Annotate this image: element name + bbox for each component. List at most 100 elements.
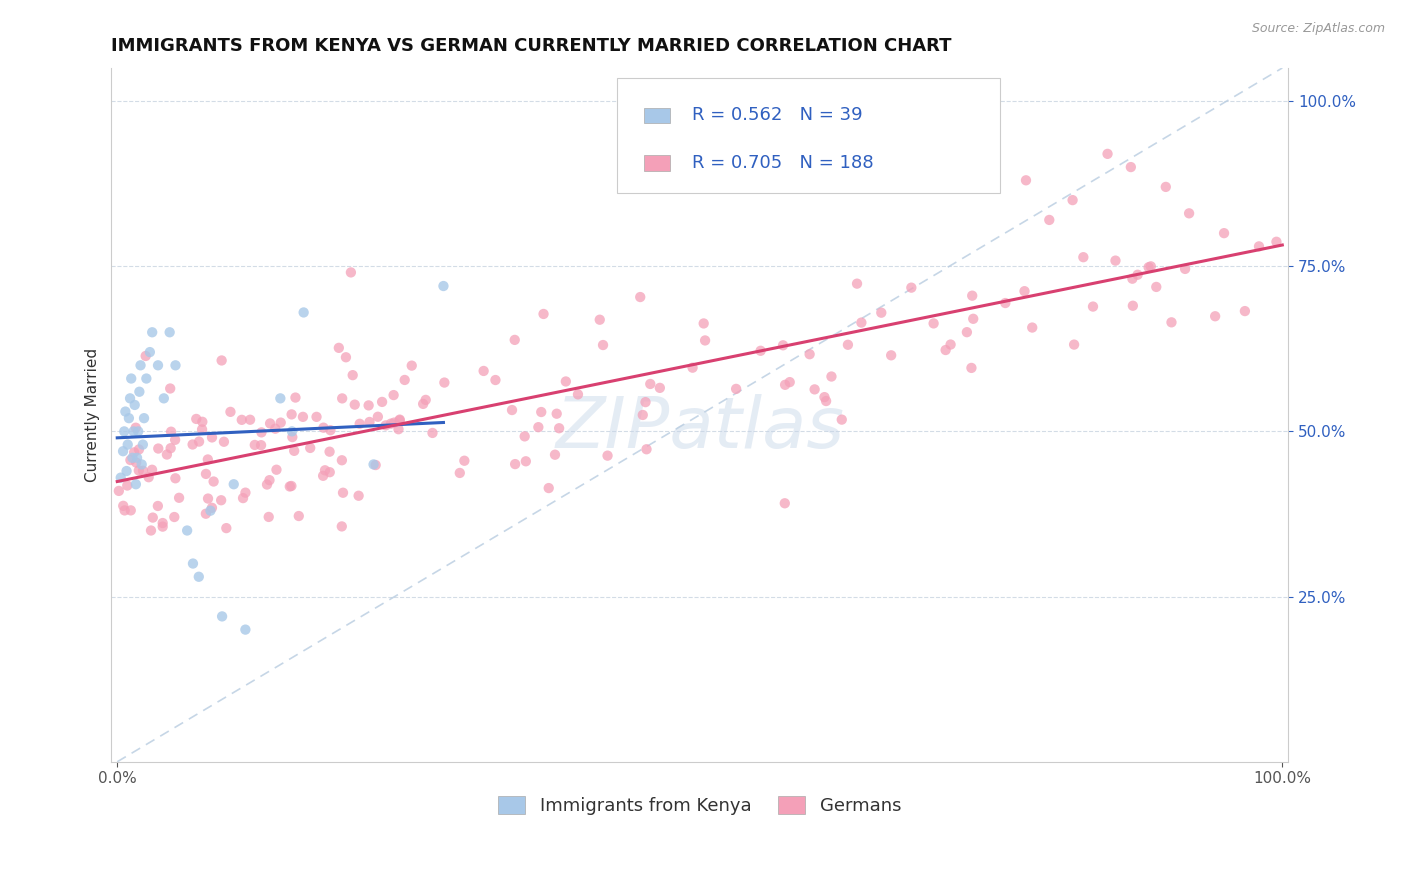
Point	[433, 376, 456, 390]
Point	[181, 437, 204, 451]
Point	[160, 425, 183, 439]
Point	[515, 454, 537, 468]
Point	[1178, 206, 1201, 220]
Point	[340, 265, 363, 279]
Point	[692, 317, 714, 331]
Point	[484, 373, 506, 387]
Point	[501, 403, 523, 417]
Point	[132, 437, 155, 451]
Point	[122, 445, 145, 459]
Point	[259, 473, 281, 487]
Point	[636, 442, 658, 457]
Point	[159, 382, 181, 396]
Point	[141, 326, 163, 340]
Point	[165, 359, 187, 373]
Point	[1062, 193, 1084, 207]
Point	[371, 395, 394, 409]
Point	[125, 477, 148, 491]
Point	[264, 422, 287, 436]
Point	[1073, 250, 1095, 264]
Point	[1213, 226, 1236, 240]
Point	[159, 441, 181, 455]
Point	[388, 412, 411, 426]
Point	[513, 429, 536, 443]
Legend: Immigrants from Kenya, Germans: Immigrants from Kenya, Germans	[498, 796, 901, 815]
Text: R = 0.705   N = 188: R = 0.705 N = 188	[692, 154, 873, 172]
Point	[956, 325, 979, 339]
Point	[118, 411, 141, 425]
Point	[799, 347, 821, 361]
Point	[1063, 337, 1085, 351]
Point	[1122, 299, 1144, 313]
Point	[202, 475, 225, 489]
Point	[1014, 284, 1036, 298]
Point	[312, 420, 335, 434]
Point	[851, 316, 873, 330]
Point	[312, 468, 335, 483]
Point	[283, 443, 305, 458]
Point	[256, 477, 278, 491]
Point	[231, 413, 253, 427]
Point	[152, 516, 174, 530]
Point	[772, 338, 794, 352]
Point	[693, 334, 716, 348]
Point	[1119, 160, 1142, 174]
Point	[319, 465, 342, 479]
Point	[165, 433, 187, 447]
Point	[803, 383, 825, 397]
Point	[125, 456, 148, 470]
Point	[314, 463, 336, 477]
Point	[387, 422, 409, 436]
Point	[197, 452, 219, 467]
Point	[235, 623, 257, 637]
Point	[1247, 239, 1270, 253]
Point	[548, 421, 571, 435]
Point	[567, 387, 589, 401]
Point	[935, 343, 957, 357]
Point	[374, 418, 396, 433]
Point	[537, 481, 560, 495]
Point	[1144, 280, 1167, 294]
Text: Source: ZipAtlas.com: Source: ZipAtlas.com	[1251, 22, 1385, 36]
Point	[432, 279, 454, 293]
Point	[596, 449, 619, 463]
Point	[380, 417, 402, 431]
Point	[530, 405, 553, 419]
Point	[634, 395, 657, 409]
Point	[1233, 304, 1256, 318]
Point	[124, 398, 146, 412]
Point	[342, 368, 364, 383]
Point	[773, 377, 796, 392]
Point	[191, 422, 214, 436]
Point	[156, 448, 179, 462]
Point	[330, 392, 353, 406]
Point	[281, 430, 304, 444]
Point	[1121, 271, 1143, 285]
Point	[141, 463, 163, 477]
Point	[880, 348, 903, 362]
Point	[127, 425, 149, 439]
Point	[592, 338, 614, 352]
Point	[589, 312, 612, 326]
Point	[135, 349, 157, 363]
Point	[117, 478, 139, 492]
Point	[318, 444, 340, 458]
Point	[167, 491, 190, 505]
FancyBboxPatch shape	[644, 108, 671, 123]
Point	[1021, 320, 1043, 334]
Point	[128, 384, 150, 399]
Point	[1154, 180, 1177, 194]
Point	[1015, 173, 1038, 187]
Point	[250, 425, 273, 440]
Point	[1104, 253, 1126, 268]
Point	[1097, 146, 1119, 161]
Point	[118, 392, 141, 406]
Point	[239, 413, 262, 427]
Point	[128, 442, 150, 457]
Point	[132, 411, 155, 425]
Point	[1204, 310, 1226, 324]
Point	[280, 479, 302, 493]
Point	[139, 524, 162, 538]
Point	[284, 391, 307, 405]
Point	[259, 417, 281, 431]
